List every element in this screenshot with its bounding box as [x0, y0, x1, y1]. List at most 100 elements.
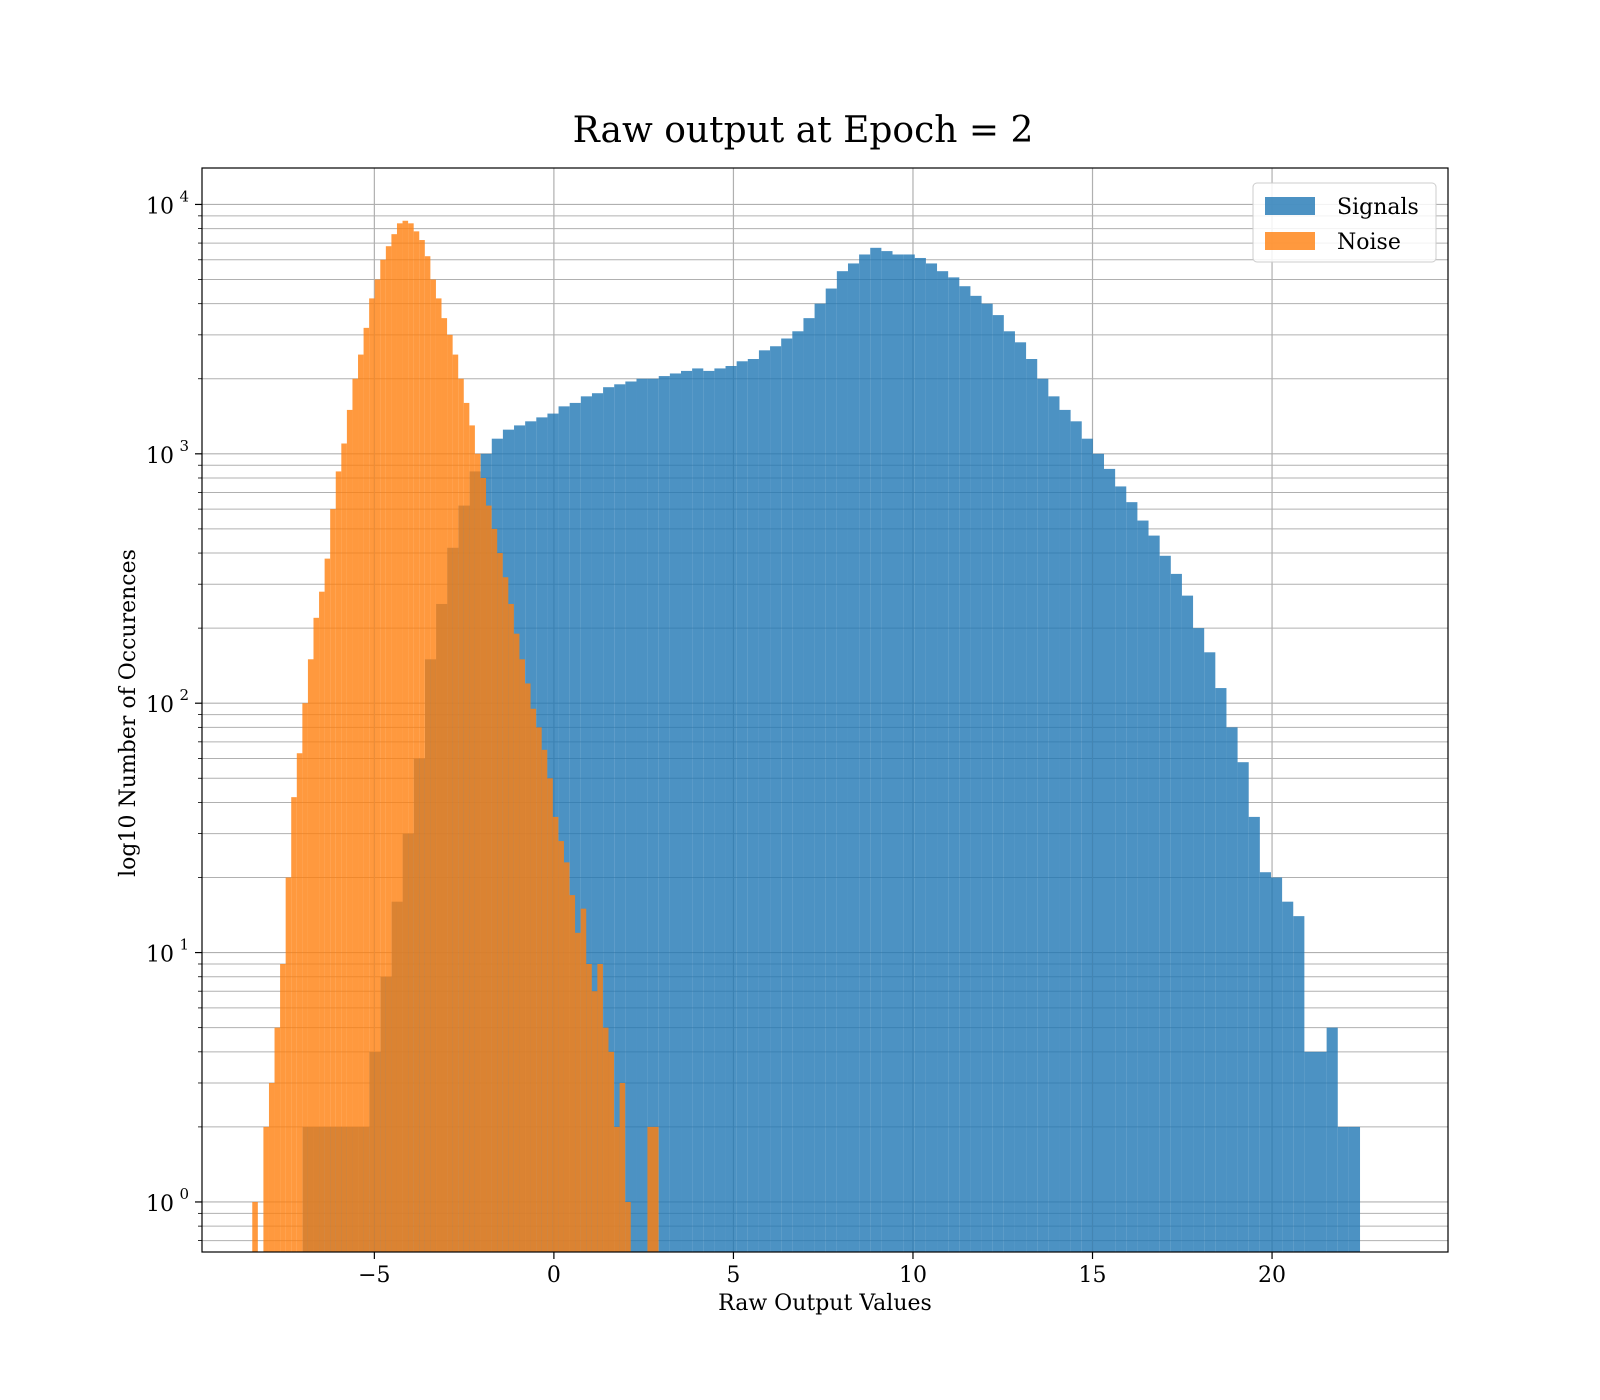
bar-signals	[1148, 535, 1160, 1252]
bar-noise	[486, 505, 492, 1252]
bar-signals	[1304, 1051, 1316, 1252]
histogram-bars	[252, 220, 1361, 1253]
bar-noise	[385, 246, 392, 1252]
bar-signals	[1126, 502, 1138, 1253]
bar-noise	[463, 402, 470, 1252]
bar-signals	[603, 387, 615, 1253]
bar-signals	[870, 247, 882, 1252]
bar-signals	[1282, 901, 1294, 1252]
bar-signals	[703, 370, 715, 1252]
bar-noise	[296, 753, 303, 1252]
bar-signals	[758, 350, 771, 1252]
bar-noise	[268, 1082, 275, 1252]
bar-noise	[419, 240, 425, 1252]
bar-signals	[892, 254, 904, 1253]
bar-signals	[1337, 1126, 1349, 1252]
bar-noise	[302, 703, 308, 1252]
bar-noise	[497, 553, 503, 1252]
bar-signals	[1003, 331, 1015, 1252]
bar-signals	[1081, 438, 1093, 1253]
bar-signals	[981, 303, 993, 1252]
bar-noise	[441, 318, 448, 1252]
bar-noise	[435, 298, 442, 1252]
bar-noise	[430, 279, 436, 1252]
bar-signals	[1193, 628, 1205, 1252]
bar-signals	[1259, 872, 1271, 1252]
bar-noise	[358, 354, 364, 1253]
bar-signals	[636, 378, 648, 1252]
bar-noise	[346, 409, 353, 1252]
bar-signals	[1226, 727, 1238, 1252]
bar-noise	[391, 234, 397, 1252]
bar-signals	[714, 368, 726, 1252]
bar-noise	[558, 841, 564, 1252]
bar-signals	[1248, 816, 1260, 1252]
axes: −5 0 5 10 15 20 10 0 10 1 10 2 10 3 10 4	[146, 167, 1449, 1288]
bar-noise	[396, 223, 403, 1252]
bar-signals	[781, 338, 793, 1252]
bar-noise	[625, 1201, 631, 1252]
legend: Signals Noise	[1252, 182, 1437, 263]
bar-signals	[1070, 421, 1082, 1252]
bar-signals	[692, 368, 704, 1252]
bar-noise	[530, 708, 537, 1252]
bar-signals	[970, 295, 982, 1253]
bar-signals	[1115, 486, 1127, 1252]
bar-signals	[1159, 555, 1171, 1252]
bar-signals	[591, 393, 604, 1253]
bar-noise	[563, 862, 570, 1252]
y-tick-label: 10	[146, 943, 174, 968]
bar-noise	[352, 378, 359, 1252]
bar-signals	[580, 396, 592, 1252]
y-tick-exponent: 3	[179, 437, 189, 455]
bar-noise	[524, 683, 531, 1252]
x-tick-label: 0	[547, 1263, 561, 1288]
bar-signals	[1315, 1051, 1327, 1252]
bar-noise	[413, 231, 420, 1252]
bar-noise	[408, 223, 414, 1252]
bar-noise	[374, 279, 381, 1252]
bar-signals	[747, 359, 759, 1252]
bar-noise	[569, 895, 576, 1252]
x-axis-label: Raw Output Values	[718, 1291, 932, 1316]
bar-signals	[770, 346, 782, 1252]
bar-noise	[452, 354, 459, 1253]
bar-signals	[1026, 359, 1038, 1252]
bar-signals	[1037, 378, 1049, 1252]
bar-noise	[285, 877, 292, 1252]
bar-signals	[1348, 1126, 1361, 1252]
bar-signals	[959, 286, 971, 1252]
y-tick-exponent: 4	[179, 187, 189, 205]
bar-signals	[736, 361, 748, 1252]
bar-signals	[803, 318, 815, 1252]
bar-signals	[1048, 396, 1060, 1252]
bar-noise	[591, 991, 598, 1252]
bar-signals	[1215, 688, 1227, 1252]
bar-noise	[586, 963, 592, 1252]
x-tick-label: 5	[726, 1263, 740, 1288]
bar-noise	[653, 1126, 659, 1252]
bar-noise	[602, 1027, 609, 1252]
bar-noise	[541, 749, 548, 1252]
bar-noise	[647, 1126, 654, 1252]
bar-signals	[1059, 409, 1071, 1252]
bar-signals	[881, 251, 893, 1253]
legend-swatch-signals	[1265, 197, 1315, 215]
bar-signals	[725, 365, 737, 1253]
bar-noise	[469, 425, 475, 1252]
bar-signals	[658, 376, 670, 1252]
bar-noise	[447, 334, 453, 1252]
bar-noise	[291, 797, 297, 1252]
bar-noise	[491, 528, 498, 1252]
bar-signals	[1293, 916, 1305, 1252]
bar-noise	[513, 633, 520, 1252]
bar-noise	[502, 577, 509, 1252]
bar-noise	[480, 477, 487, 1252]
x-tick-label: 15	[1079, 1263, 1107, 1288]
bar-noise	[575, 932, 581, 1252]
bar-noise	[363, 327, 370, 1253]
bar-signals	[1104, 468, 1116, 1253]
chart-title: Raw output at Epoch = 2	[573, 110, 1034, 151]
